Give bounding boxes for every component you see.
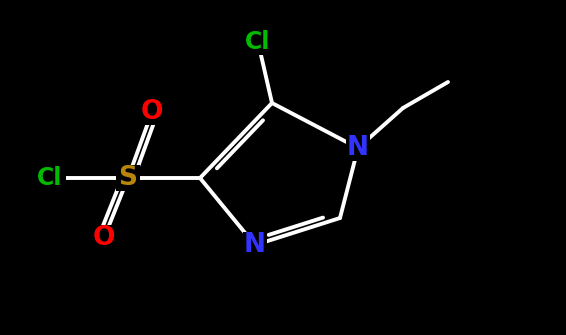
Bar <box>92 225 116 251</box>
Text: Cl: Cl <box>245 30 271 54</box>
Text: Cl: Cl <box>37 166 63 190</box>
Text: S: S <box>118 165 138 191</box>
Bar <box>116 165 140 191</box>
Text: O: O <box>141 99 163 125</box>
Bar <box>34 165 66 191</box>
Bar <box>140 99 164 125</box>
Text: N: N <box>244 232 266 258</box>
Bar <box>243 232 267 258</box>
Text: N: N <box>347 135 369 161</box>
Text: O: O <box>93 225 115 251</box>
Bar <box>242 29 274 55</box>
Bar <box>346 135 370 161</box>
